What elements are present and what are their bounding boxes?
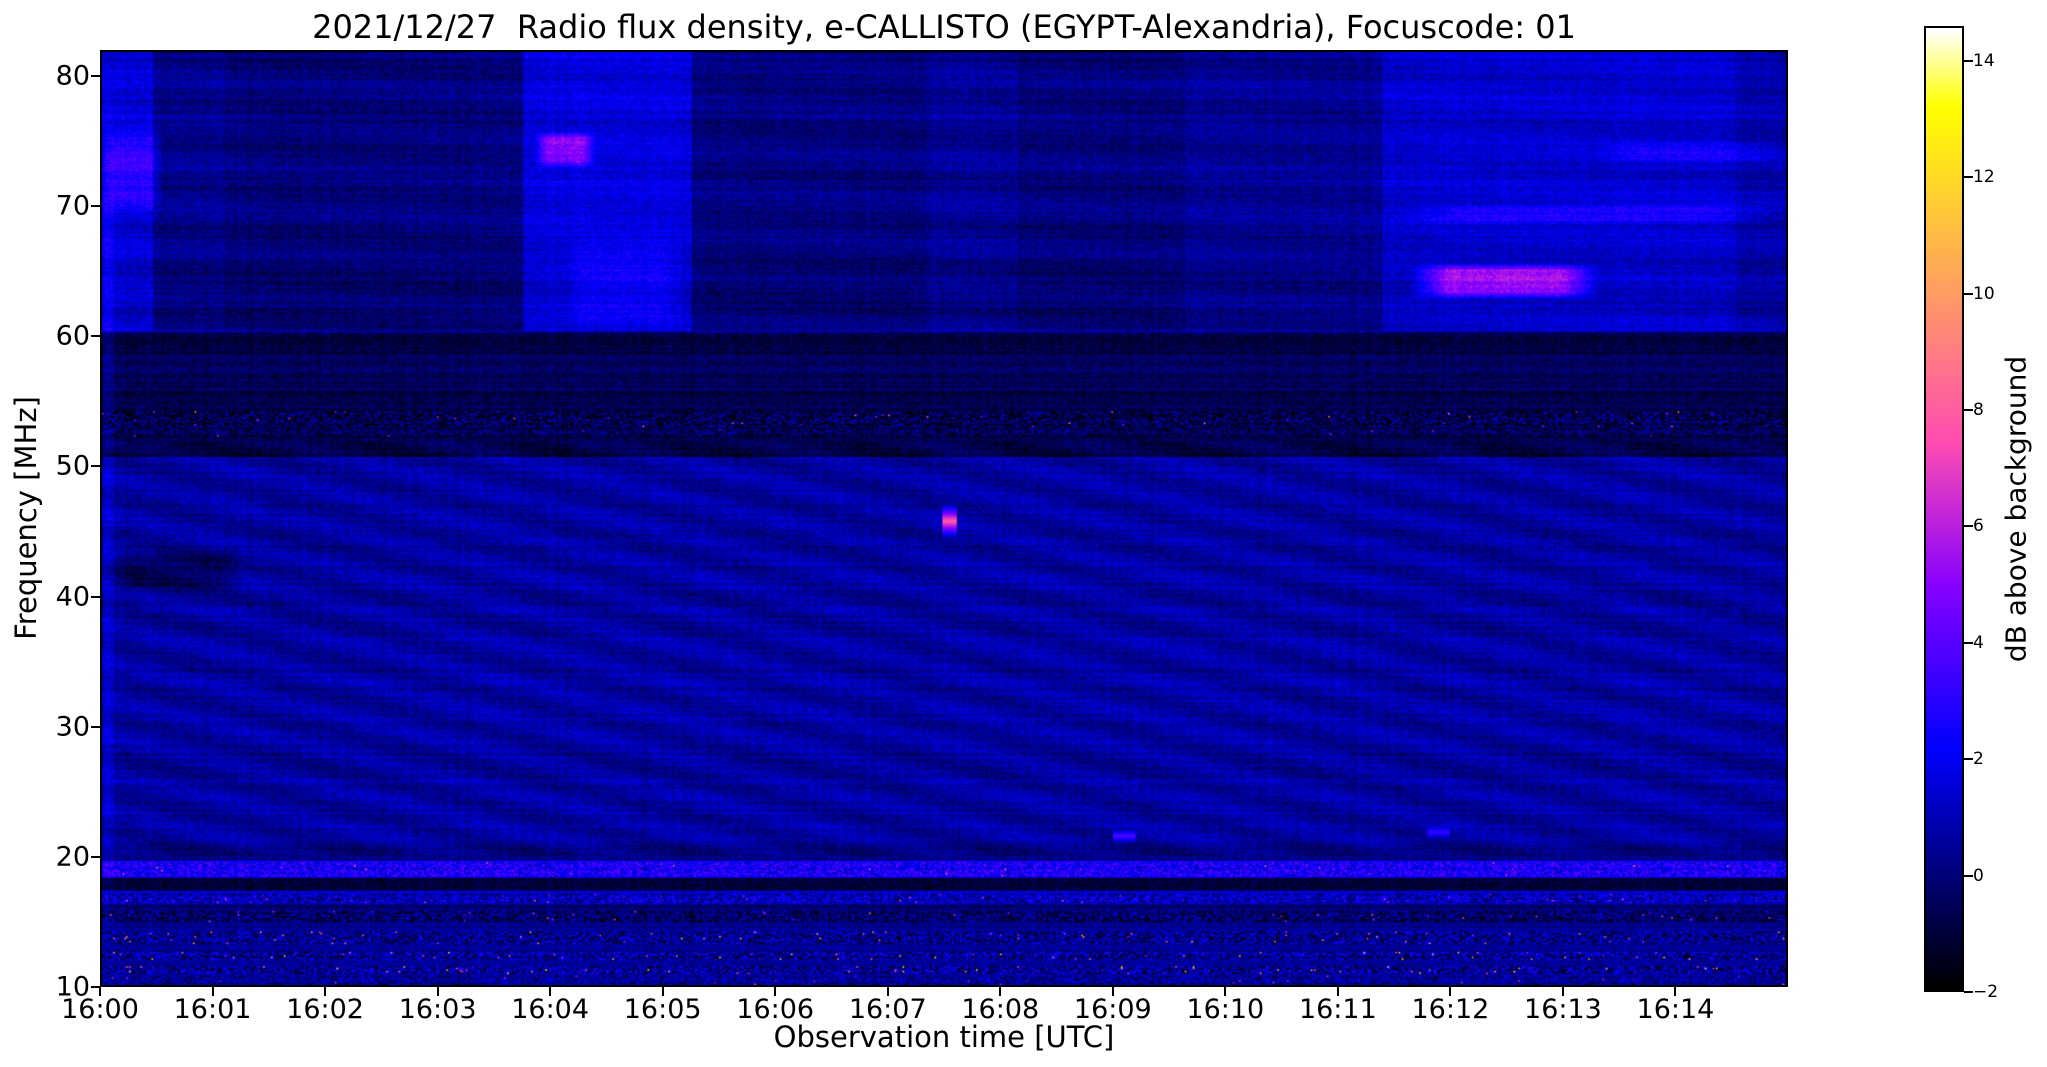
y-tick-label: 20 <box>55 841 90 873</box>
colorbar-tick-mark <box>1964 176 1973 179</box>
y-tick-mark <box>91 725 100 728</box>
colorbar <box>1924 26 1964 992</box>
y-tick-mark <box>91 465 100 468</box>
x-tick-label: 16:02 <box>286 994 364 1025</box>
x-tick-label: 16:01 <box>173 994 252 1025</box>
x-tick-mark <box>436 987 439 996</box>
colorbar-label: dB above background <box>1999 355 2033 663</box>
colorbar-tick-mark <box>1964 59 1973 62</box>
x-tick-mark <box>1224 987 1227 996</box>
y-tick-mark <box>91 205 100 208</box>
y-tick-label: 60 <box>55 320 90 352</box>
x-tick-label: 16:00 <box>61 994 139 1025</box>
x-tick-mark <box>549 987 552 996</box>
x-tick-label: 16:03 <box>398 994 477 1025</box>
x-tick-label: 16:08 <box>961 994 1040 1025</box>
x-tick-mark <box>661 987 664 996</box>
y-tick-mark <box>91 986 100 988</box>
colorbar-tick-label: 2 <box>1973 749 1984 770</box>
colorbar-tick-mark <box>1964 874 1973 877</box>
x-tick-label: 16:10 <box>1186 994 1265 1025</box>
x-tick-label: 16:05 <box>623 994 702 1025</box>
colorbar-tick-mark <box>1964 409 1973 412</box>
plot-area <box>100 50 1788 987</box>
chart-title: 2021/12/27 Radio flux density, e-CALLIST… <box>312 8 1576 46</box>
x-tick-label: 16:09 <box>1073 994 1152 1025</box>
colorbar-tick-mark <box>1964 525 1973 528</box>
x-tick-mark <box>1561 987 1564 996</box>
x-tick-mark <box>1111 987 1114 996</box>
colorbar-tick-label: 12 <box>1973 167 1995 188</box>
colorbar-tick-label: 10 <box>1973 283 1995 304</box>
colorbar-tick-label: 6 <box>1973 516 1984 537</box>
colorbar-tick-label: 14 <box>1973 50 1995 71</box>
colorbar-tick-label: −2 <box>1973 982 1999 1002</box>
y-tick-label: 70 <box>55 190 90 222</box>
x-tick-mark <box>99 987 101 996</box>
y-tick-label: 80 <box>55 60 90 92</box>
x-axis-label: Observation time [UTC] <box>773 1020 1115 1054</box>
colorbar-tick-label: 0 <box>1973 865 1984 886</box>
x-tick-mark <box>999 987 1002 996</box>
y-tick-label: 30 <box>55 711 90 743</box>
colorbar-tick-label: 4 <box>1973 632 1984 653</box>
x-tick-mark <box>324 987 327 996</box>
y-tick-label: 40 <box>55 581 90 613</box>
x-tick-mark <box>774 987 777 996</box>
y-tick-label: 10 <box>55 971 90 1003</box>
x-tick-mark <box>1449 987 1452 996</box>
x-tick-label: 16:13 <box>1524 994 1602 1025</box>
y-tick-mark <box>91 335 100 338</box>
x-tick-label: 16:14 <box>1636 994 1715 1025</box>
colorbar-tick-mark <box>1964 758 1973 761</box>
x-tick-mark <box>211 987 214 996</box>
colorbar-tick-mark <box>1964 991 1973 993</box>
colorbar-tick-mark <box>1964 641 1973 644</box>
x-tick-mark <box>1674 987 1677 996</box>
colorbar-tick-mark <box>1964 292 1973 295</box>
spectrogram-canvas <box>102 52 1786 985</box>
x-tick-label: 16:11 <box>1298 994 1377 1025</box>
y-tick-mark <box>91 75 100 78</box>
x-tick-mark <box>886 987 889 996</box>
x-tick-label: 16:07 <box>848 994 927 1025</box>
x-tick-mark <box>1336 987 1339 996</box>
x-tick-label: 16:06 <box>736 994 815 1025</box>
colorbar-gradient <box>1926 28 1962 990</box>
x-tick-label: 16:12 <box>1411 994 1490 1025</box>
x-tick-label: 16:04 <box>511 994 590 1025</box>
y-tick-mark <box>91 855 100 858</box>
colorbar-tick-label: 8 <box>1973 400 1984 421</box>
y-tick-label: 50 <box>55 450 90 482</box>
y-tick-mark <box>91 595 100 598</box>
